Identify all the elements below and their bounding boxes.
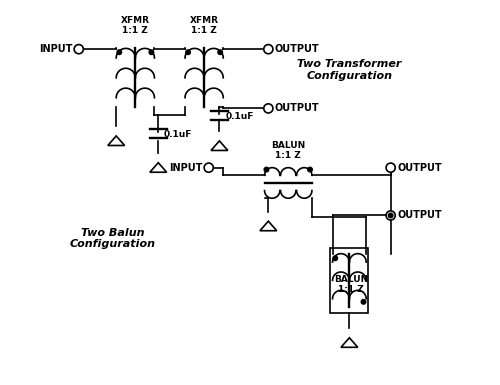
Circle shape: [218, 50, 222, 55]
Text: INPUT: INPUT: [39, 44, 72, 54]
Text: Two Transformer
Configuration: Two Transformer Configuration: [297, 59, 402, 81]
Text: 0.1uF: 0.1uF: [164, 129, 192, 139]
Circle shape: [386, 211, 395, 220]
Circle shape: [117, 50, 121, 55]
Circle shape: [264, 104, 273, 113]
Text: 0.1uF: 0.1uF: [225, 112, 254, 121]
Text: BALUN
1:1 Z: BALUN 1:1 Z: [334, 275, 368, 294]
Circle shape: [149, 50, 154, 55]
Text: Two Balun
Configuration: Two Balun Configuration: [70, 228, 156, 249]
Circle shape: [264, 167, 268, 172]
Text: OUTPUT: OUTPUT: [397, 211, 442, 221]
Circle shape: [74, 45, 84, 54]
Text: OUTPUT: OUTPUT: [397, 162, 442, 172]
Circle shape: [333, 256, 338, 261]
Circle shape: [361, 300, 366, 304]
Circle shape: [308, 167, 312, 172]
Circle shape: [264, 45, 273, 54]
Circle shape: [204, 163, 214, 172]
Circle shape: [186, 50, 190, 55]
Text: BALUN
1:1 Z: BALUN 1:1 Z: [271, 141, 306, 160]
Text: XFMR
1:1 Z: XFMR 1:1 Z: [190, 15, 218, 35]
Text: XFMR
1:1 Z: XFMR 1:1 Z: [121, 15, 150, 35]
Text: INPUT: INPUT: [169, 162, 202, 172]
Circle shape: [388, 213, 393, 218]
Text: OUTPUT: OUTPUT: [275, 104, 320, 114]
Text: OUTPUT: OUTPUT: [275, 44, 320, 54]
Circle shape: [386, 163, 395, 172]
